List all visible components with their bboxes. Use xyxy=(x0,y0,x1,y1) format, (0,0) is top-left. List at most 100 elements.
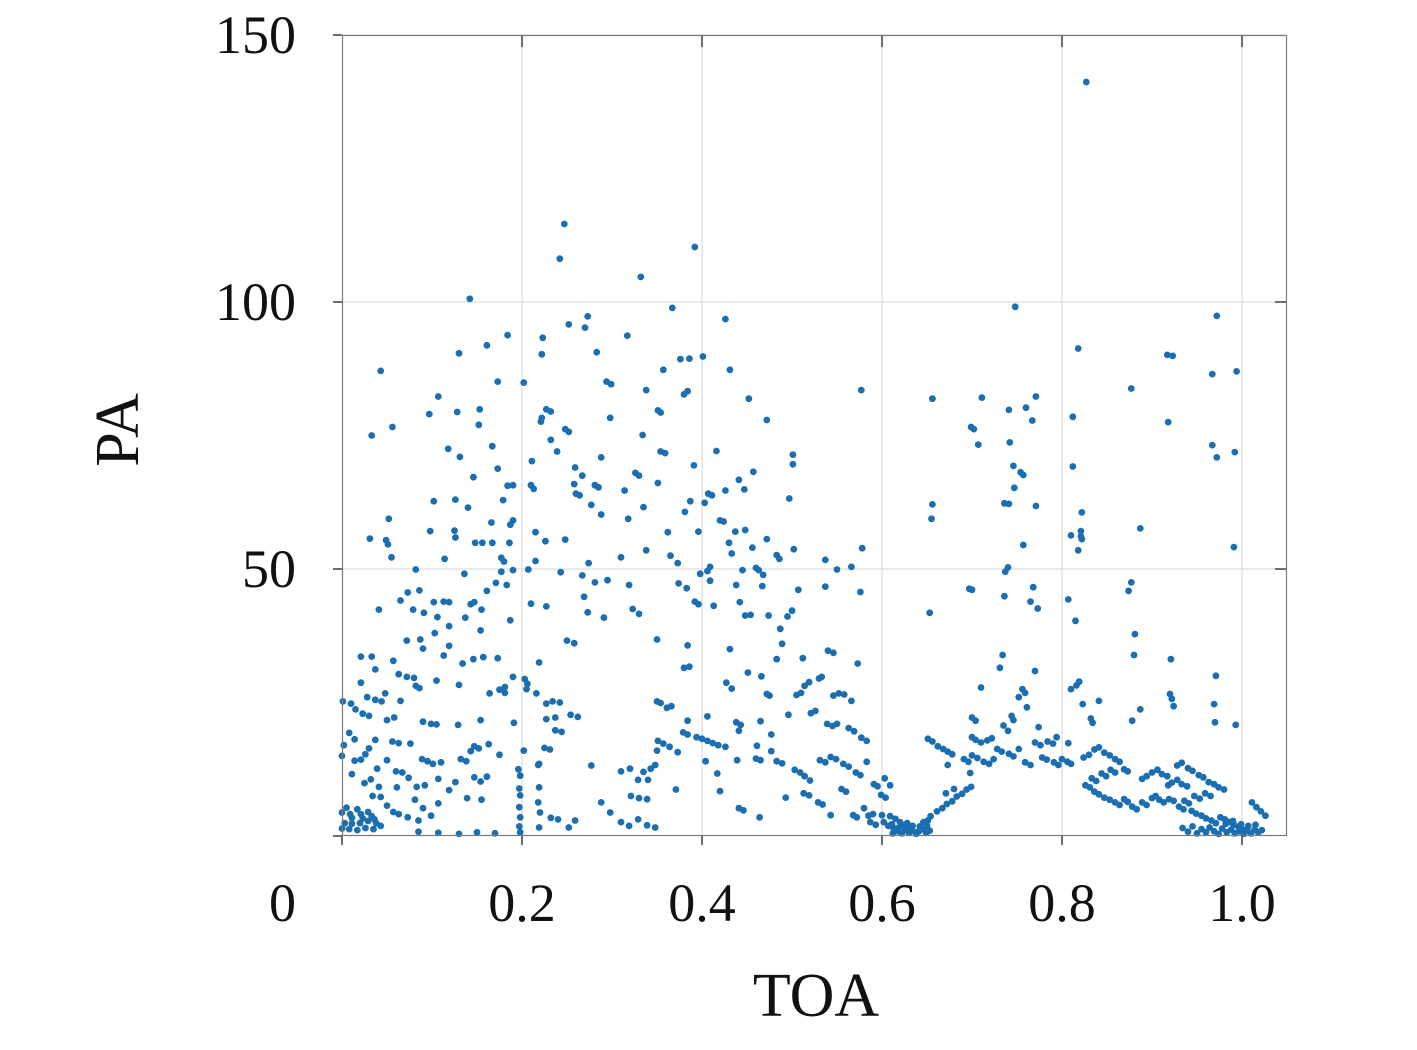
data-point xyxy=(674,748,682,756)
data-point xyxy=(1257,808,1265,815)
data-point xyxy=(968,586,976,594)
data-point xyxy=(805,678,813,686)
data-point xyxy=(709,739,717,747)
data-point xyxy=(1064,739,1072,747)
data-point xyxy=(654,737,662,745)
data-point xyxy=(948,750,956,758)
data-point xyxy=(504,331,511,339)
data-point xyxy=(806,777,814,784)
data-point xyxy=(532,528,539,536)
data-point xyxy=(348,820,356,828)
data-point xyxy=(1158,770,1166,778)
data-point xyxy=(938,804,946,812)
data-point xyxy=(1106,796,1114,804)
x-tick-label: 0.4 xyxy=(668,873,736,933)
data-point xyxy=(1053,733,1060,741)
data-point xyxy=(1077,527,1085,535)
data-point xyxy=(1169,352,1177,360)
data-point xyxy=(668,304,676,312)
data-point xyxy=(404,589,412,596)
data-point xyxy=(403,673,411,681)
data-point xyxy=(728,550,736,557)
data-point xyxy=(796,769,804,776)
data-point xyxy=(693,733,700,741)
data-point xyxy=(488,519,495,526)
data-point xyxy=(747,611,754,619)
data-point xyxy=(1000,722,1007,729)
data-point xyxy=(929,738,936,745)
data-point xyxy=(627,792,635,800)
data-point xyxy=(695,528,702,535)
data-point xyxy=(635,472,643,479)
data-point xyxy=(1075,678,1083,686)
data-point xyxy=(1015,693,1023,701)
data-point xyxy=(722,487,729,494)
data-point xyxy=(1111,769,1119,776)
data-point xyxy=(528,457,536,465)
data-point xyxy=(581,324,589,331)
data-point xyxy=(857,588,864,596)
data-point xyxy=(819,801,826,808)
data-point xyxy=(1100,794,1108,801)
data-point xyxy=(593,348,601,356)
data-point xyxy=(667,552,674,560)
data-point xyxy=(499,496,507,504)
data-point xyxy=(1124,768,1132,775)
data-point xyxy=(653,636,661,643)
data-point xyxy=(1055,761,1062,769)
data-point xyxy=(763,416,771,424)
data-point xyxy=(800,789,808,797)
data-point xyxy=(686,497,694,505)
data-point xyxy=(587,762,595,769)
data-point xyxy=(756,813,763,821)
data-point xyxy=(926,609,934,617)
data-point xyxy=(706,577,714,585)
x-axis-title: TOA xyxy=(752,962,880,1030)
data-point xyxy=(886,781,894,789)
data-point xyxy=(886,812,894,820)
data-point xyxy=(395,670,403,678)
data-point xyxy=(741,612,749,619)
data-point xyxy=(1080,754,1087,761)
data-point xyxy=(785,495,793,502)
data-point xyxy=(1064,596,1072,603)
data-point xyxy=(455,681,463,689)
data-point xyxy=(375,783,383,791)
data-point xyxy=(657,409,664,416)
data-point xyxy=(978,394,986,401)
data-point xyxy=(533,690,540,697)
data-point xyxy=(1222,820,1230,828)
data-point xyxy=(874,782,881,790)
data-point xyxy=(388,553,395,561)
data-point xyxy=(584,313,592,320)
data-point xyxy=(412,566,420,573)
data-point xyxy=(395,810,403,818)
data-point xyxy=(749,544,756,551)
data-point xyxy=(516,813,524,821)
data-point xyxy=(805,792,813,799)
data-point xyxy=(515,765,522,773)
data-point xyxy=(542,700,550,707)
data-point xyxy=(368,432,376,439)
data-point xyxy=(1190,792,1198,800)
data-point xyxy=(708,491,716,499)
data-point xyxy=(860,804,868,812)
data-point xyxy=(1262,812,1269,820)
data-point xyxy=(373,765,381,773)
data-point xyxy=(557,568,565,576)
data-point xyxy=(757,717,764,725)
data-point xyxy=(556,255,564,263)
data-point xyxy=(504,482,511,490)
data-point xyxy=(714,741,722,749)
data-point xyxy=(389,657,397,665)
data-point xyxy=(1252,821,1259,829)
data-point xyxy=(720,518,727,525)
data-point xyxy=(361,779,368,787)
data-point xyxy=(452,778,459,786)
data-point xyxy=(821,583,829,590)
data-point xyxy=(1185,800,1193,807)
data-point xyxy=(990,755,997,763)
data-point xyxy=(759,571,767,579)
data-point xyxy=(416,636,424,643)
data-point xyxy=(1010,484,1018,492)
